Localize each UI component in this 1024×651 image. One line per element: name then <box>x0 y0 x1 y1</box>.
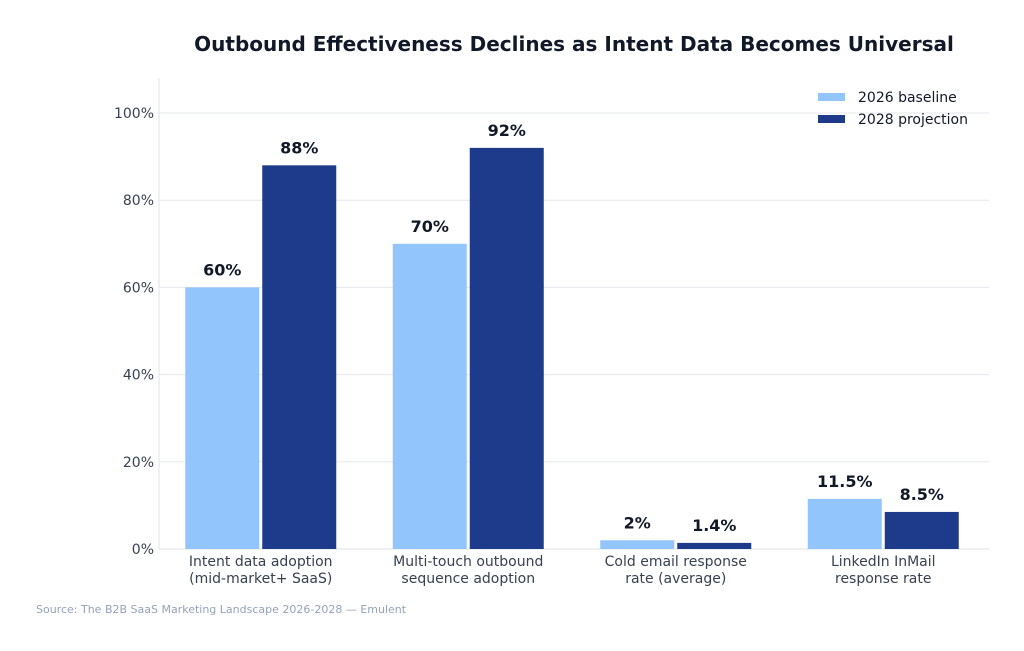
y-tick-label: 20% <box>123 455 154 471</box>
x-tick-label: response rate <box>835 571 931 587</box>
bar-2026 <box>600 540 675 549</box>
x-tick-label: Intent data adoption <box>189 554 333 570</box>
bar-2026 <box>392 243 467 550</box>
bar-2028 <box>262 165 337 549</box>
chart-title: Outbound Effectiveness Declines as Inten… <box>194 32 954 56</box>
y-tick-label: 40% <box>123 368 154 384</box>
y-tick-label: 80% <box>123 193 154 209</box>
data-label: 8.5% <box>900 485 944 504</box>
x-tick-label: Cold email response <box>605 554 747 570</box>
bar-2026 <box>807 498 882 549</box>
data-label: 92% <box>488 121 526 140</box>
x-tick-label: rate (average) <box>625 571 726 587</box>
data-label: 60% <box>203 260 241 279</box>
source-note: Source: The B2B SaaS Marketing Landscape… <box>36 603 407 616</box>
legend-label: 2028 projection <box>858 112 968 128</box>
y-tick-label: 0% <box>132 542 154 558</box>
x-tick-label: LinkedIn InMail <box>831 554 936 570</box>
legend-swatch <box>818 115 845 123</box>
data-label: 2% <box>624 513 651 532</box>
bar-2026 <box>185 287 260 549</box>
legend-swatch <box>818 93 845 101</box>
y-tick-label: 60% <box>123 280 154 296</box>
data-label: 1.4% <box>692 516 736 535</box>
bar-2028 <box>884 511 959 549</box>
bar-2028 <box>469 147 544 549</box>
y-tick-label: 100% <box>114 106 154 122</box>
x-tick-label: Multi-touch outbound <box>393 554 543 570</box>
bar-2028 <box>677 542 752 549</box>
x-tick-label: sequence adoption <box>401 571 535 587</box>
data-label: 11.5% <box>817 472 873 491</box>
data-label: 88% <box>280 138 318 157</box>
x-tick-label: (mid-market+ SaaS) <box>189 571 332 587</box>
legend-label: 2026 baseline <box>858 90 957 106</box>
data-label: 70% <box>411 217 449 236</box>
